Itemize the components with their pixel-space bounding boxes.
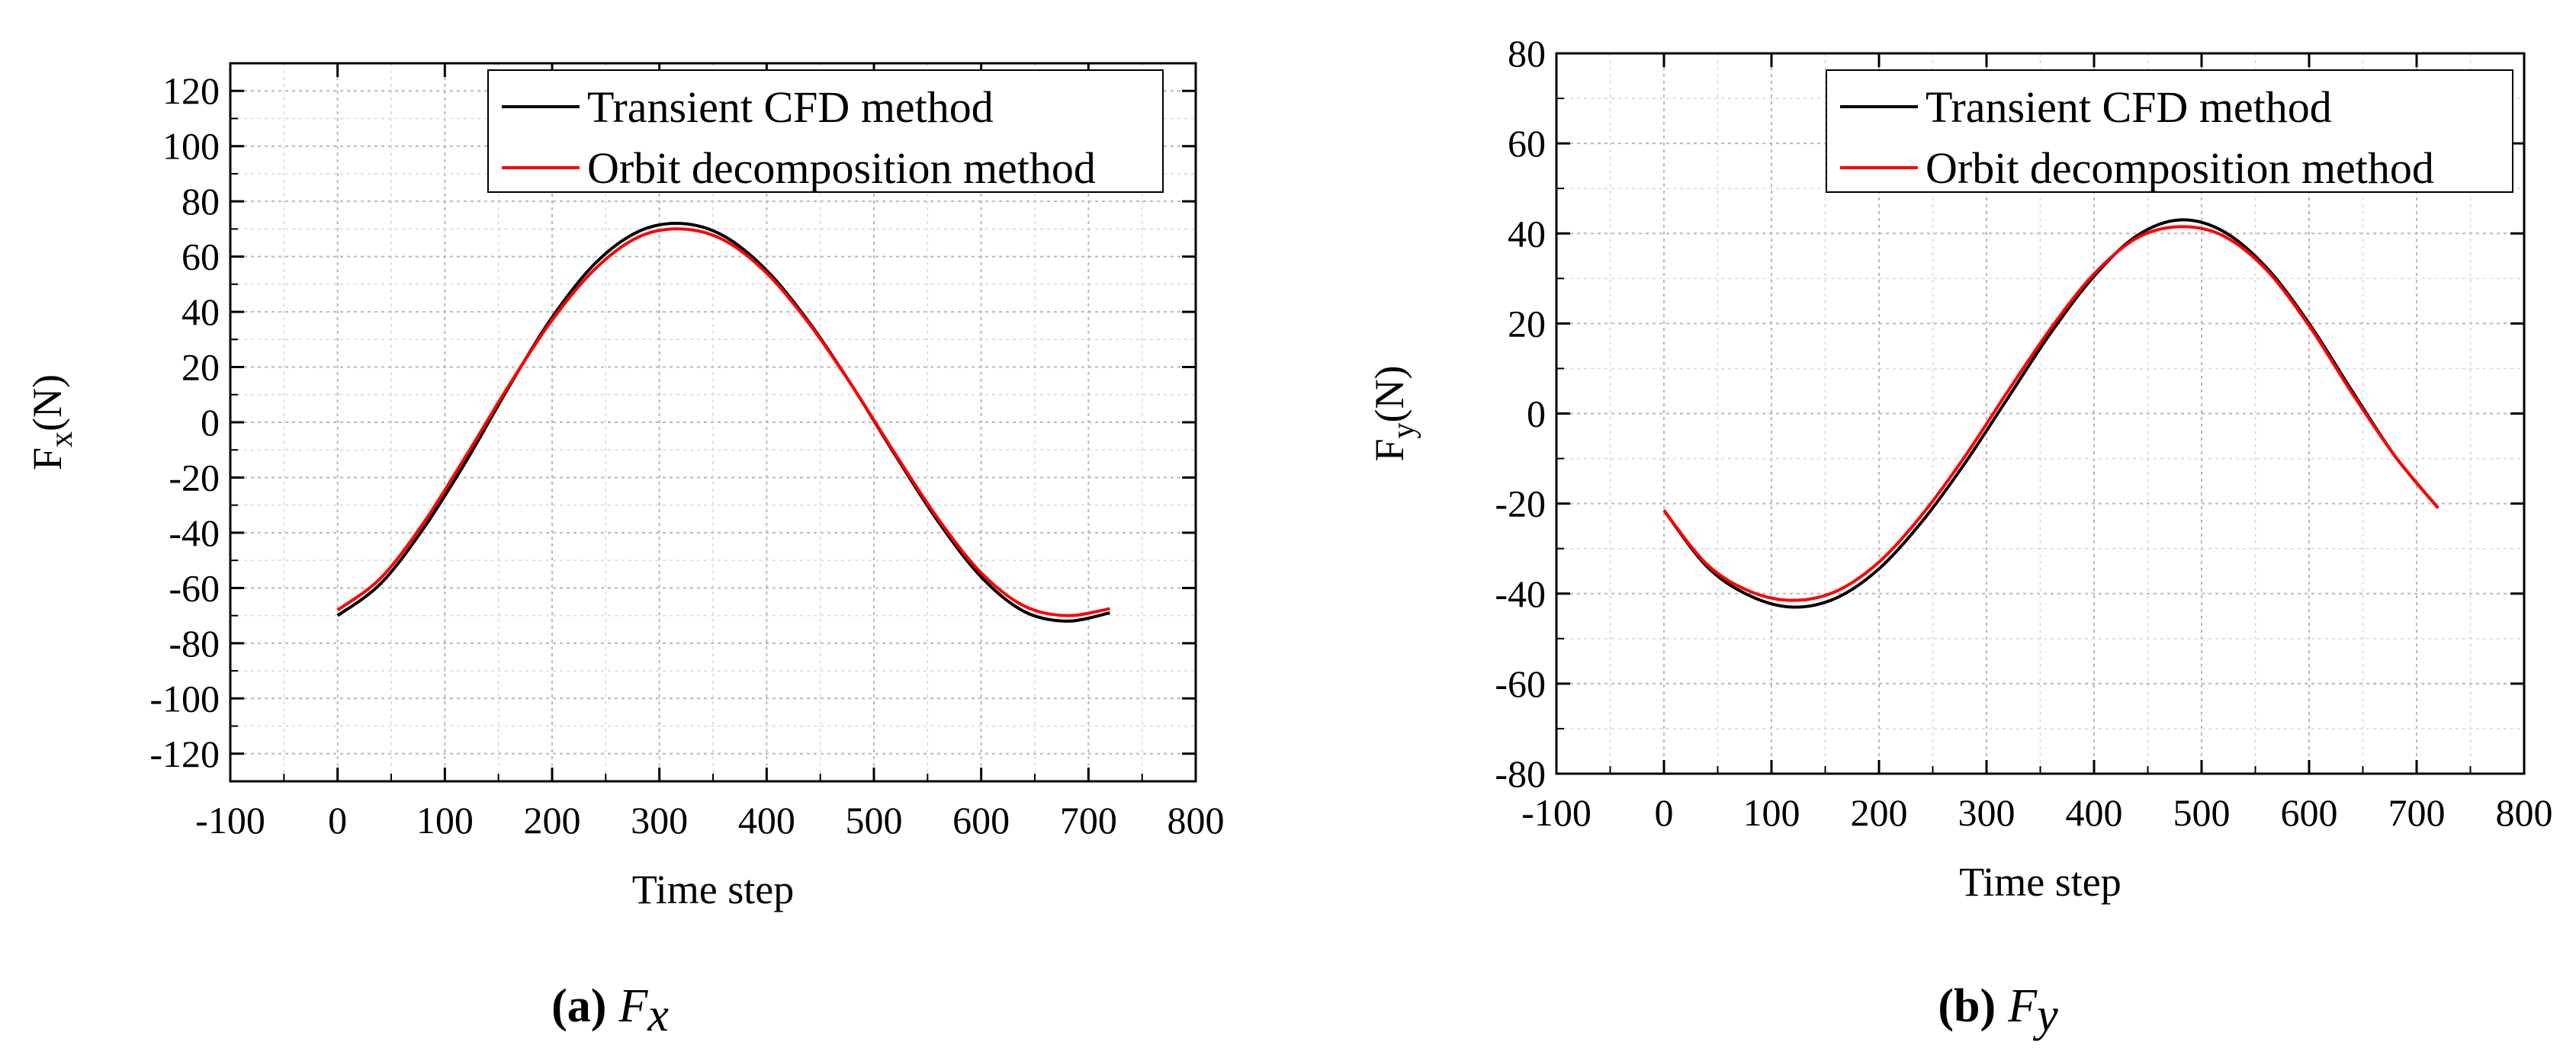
legend-entry-label: Transient CFD method [587,82,994,132]
x-tick-label: 700 [1060,799,1117,842]
legend-a: Transient CFD method Orbit decomposition … [487,69,1164,193]
y-tick-label: -80 [169,622,220,665]
caption-label: (b) [1938,980,1996,1032]
y-tick-label: 0 [1527,393,1546,435]
x-tick-label: 600 [2281,791,2338,834]
y-axis-title-subscript: y [1386,422,1421,438]
x-tick-label: 300 [1958,791,2016,834]
caption-symbol-subscript: x [647,989,669,1041]
x-tick-label: 500 [2173,791,2231,834]
y-tick-label: 80 [1508,32,1546,75]
legend-entry-label: Orbit decomposition method [1926,143,2434,193]
y-tick-label: -120 [149,733,220,775]
y-tick-label: -60 [1495,662,1546,705]
x-tick-label: 400 [2066,791,2123,834]
x-tick-label: -100 [1521,791,1592,834]
y-axis-title-symbol: F [1367,438,1412,461]
x-axis-title-b: Time step [1959,859,2122,905]
series-line-transient-cfd-a [336,221,1110,623]
y-axis-title-a: Fx(N) [24,374,79,470]
x-tick-label: 200 [524,799,581,842]
x-tick-label: 100 [1743,791,1800,834]
y-tick-label: 20 [181,346,220,389]
chart-panel-b: -100 0 100 200 300 400 500 600 700 800-80-60-40-2… [1367,32,2553,1041]
y-tick-label: 40 [1508,212,1546,255]
x-tick-label: 400 [738,799,795,842]
y-tick-label: -40 [169,511,220,554]
y-axis-title-symbol: F [24,447,70,470]
caption-symbol-subscript: y [2032,989,2058,1041]
x-tick-label: 500 [846,799,903,842]
y-axis-title-unit: (N) [1367,365,1412,422]
y-tick-label: -20 [1495,483,1546,525]
y-tick-label: 120 [162,69,220,112]
x-tick-label: 800 [1168,799,1225,842]
x-tick-label: 800 [2496,791,2553,834]
y-tick-label: -60 [169,566,220,609]
x-tick-label: 700 [2388,791,2446,834]
y-tick-label: -40 [1495,572,1546,615]
y-axis-title-subscript: x [44,431,79,447]
x-tick-label: 100 [416,799,474,842]
chart-panel-a: -100 0 100 200 300 400 500 600 700 800-120-100-80… [24,62,1225,1041]
y-tick-label: 100 [162,125,220,168]
x-tick-label: 300 [631,799,688,842]
y-axis-title-unit: (N) [24,374,70,431]
panel-caption-b: (b) Fy [1938,980,2058,1041]
series-line-orbit-decomposition-a [336,227,1110,617]
y-tick-label: -20 [169,456,220,499]
y-tick-label: -100 [149,677,220,720]
y-tick-label: 80 [181,180,220,223]
legend-box [1826,69,2513,193]
x-tick-label: 0 [1655,791,1674,834]
y-axis-title-b: Fy(N) [1367,365,1421,461]
y-tick-label: 20 [1508,302,1546,345]
legend-box [487,69,1164,193]
y-tick-label: 60 [181,236,220,278]
y-tick-label: -80 [1495,752,1546,795]
x-tick-label: 200 [1851,791,1908,834]
x-tick-label: -100 [195,799,265,842]
x-axis-title-a: Time step [632,867,795,912]
caption-symbol: F [618,980,648,1032]
panel-caption-a: (a) Fx [551,980,669,1041]
caption-symbol: F [2007,980,2038,1032]
y-tick-label: 40 [181,290,220,333]
y-tick-label: 60 [1508,122,1546,165]
legend-b: Transient CFD method Orbit decomposition … [1826,69,2513,193]
legend-entry-label: Orbit decomposition method [587,143,1096,193]
caption-label: (a) [551,980,606,1032]
y-tick-label: 0 [201,401,220,444]
x-tick-label: 600 [952,799,1010,842]
x-tick-label: 0 [328,799,347,842]
series-line-orbit-decomposition-b [1662,225,2439,602]
legend-entry-label: Transient CFD method [1926,82,2332,132]
